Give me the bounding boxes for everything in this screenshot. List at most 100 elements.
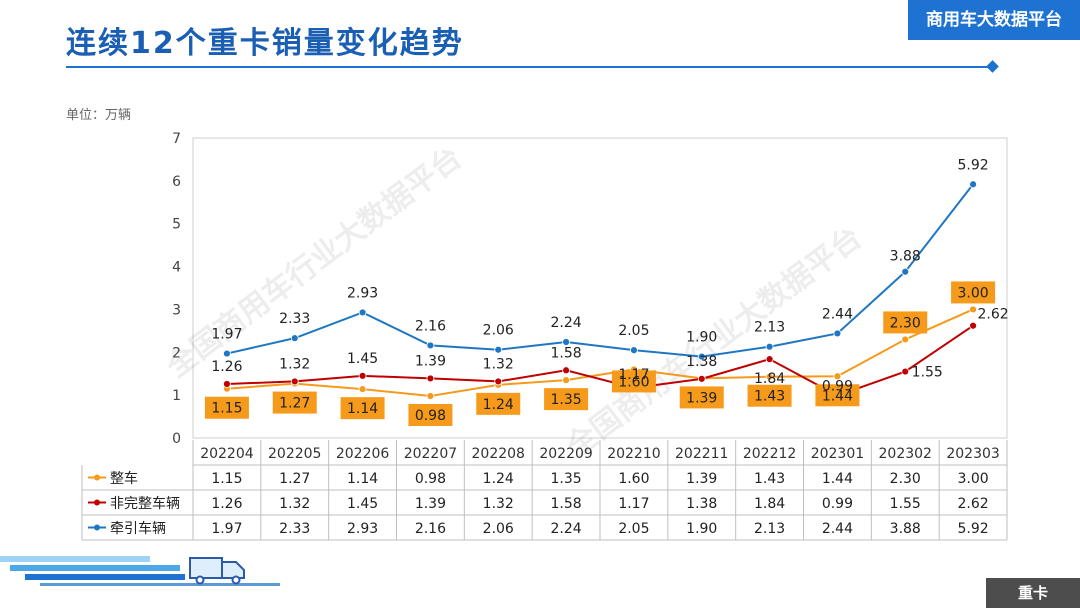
data-label-box: [883, 311, 928, 334]
data-label: 1.32: [279, 356, 310, 372]
data-label-box: [204, 396, 249, 419]
data-label-box: [340, 397, 385, 420]
y-tick-label: 2: [172, 345, 181, 361]
truck-icon: [189, 557, 245, 585]
table-cell-value: 2.06: [483, 521, 514, 537]
table-cell-value: 2.24: [550, 521, 581, 537]
data-label-box: [476, 392, 521, 415]
data-label: 1.60: [618, 374, 649, 390]
table-cell-value: 0.99: [822, 496, 853, 512]
data-point: [969, 180, 977, 189]
table-cell-value: 5.92: [957, 521, 988, 537]
data-label: 2.93: [347, 285, 378, 301]
data-label: 1.14: [347, 401, 378, 417]
legend-label: 整车: [110, 470, 138, 487]
data-point: [630, 346, 638, 355]
data-label: 1.43: [754, 389, 785, 405]
table-cell-value: 1.97: [211, 521, 242, 537]
data-label: 2.62: [977, 307, 1008, 323]
data-label: 1.45: [347, 351, 378, 367]
title-divider: [66, 66, 994, 68]
data-label: 1.38: [686, 354, 717, 370]
data-label: 1.32: [483, 356, 514, 372]
data-label: 2.05: [618, 323, 649, 339]
table-cell-value: 2.05: [618, 521, 649, 537]
data-point: [290, 334, 299, 343]
unit-label: 单位：万辆: [66, 108, 132, 123]
data-point: [426, 374, 435, 383]
data-point: [494, 377, 503, 386]
data-label: 2.44: [822, 306, 853, 322]
table-cell-value: 2.93: [347, 521, 378, 537]
data-label-box: [611, 370, 656, 393]
table-cell-value: 2.30: [890, 471, 921, 487]
table-cell-value: 1.24: [483, 471, 514, 487]
data-point: [358, 385, 367, 394]
data-label: 1.24: [483, 397, 514, 413]
data-label: 1.27: [279, 396, 310, 412]
y-tick-label: 4: [172, 260, 181, 276]
data-point: [833, 329, 842, 338]
x-tick-label: 202210: [607, 446, 660, 462]
data-label: 3.00: [957, 285, 988, 301]
table-cell-value: 1.45: [347, 496, 378, 512]
x-tick-label: 202205: [268, 446, 321, 462]
table-cell-value: 1.43: [754, 471, 785, 487]
page-title: 连续12个重卡销量变化趋势: [66, 26, 464, 61]
data-label: 1.17: [618, 367, 649, 383]
data-point: [358, 371, 367, 380]
data-label: 1.97: [211, 327, 242, 343]
data-label-box: [679, 386, 724, 409]
table-cell-value: 3.00: [957, 471, 988, 487]
table-cell-value: 3.88: [890, 521, 921, 537]
table-cell-value: 1.39: [686, 471, 717, 487]
data-point: [901, 335, 910, 344]
data-point: [697, 374, 706, 383]
data-point: [969, 321, 977, 330]
data-label: 1.39: [686, 390, 717, 406]
x-tick-label: 202206: [336, 446, 390, 462]
legend-marker: [94, 474, 100, 481]
y-tick-label: 3: [172, 302, 181, 318]
data-label: 0.99: [822, 379, 853, 395]
table-cell-value: 1.15: [211, 471, 242, 487]
table-cell-value: 1.32: [483, 496, 514, 512]
table-cell-value: 1.39: [415, 496, 446, 512]
legend-marker: [94, 524, 100, 531]
data-point: [562, 376, 570, 385]
legend-marker: [94, 499, 100, 506]
data-label: 1.84: [754, 371, 785, 387]
data-point: [290, 377, 299, 386]
x-tick-label: 202204: [200, 446, 254, 462]
series-line: [226, 183, 974, 358]
data-label: 3.88: [890, 249, 921, 265]
table-cell-value: 0.98: [415, 471, 446, 487]
table-cell-value: 1.32: [279, 496, 310, 512]
data-point: [765, 372, 774, 381]
x-tick-label: 202209: [539, 446, 592, 462]
data-point: [765, 342, 774, 351]
table-cell-value: 1.26: [211, 496, 242, 512]
series-line: [226, 308, 974, 398]
data-label: 1.26: [211, 359, 242, 375]
data-point: [358, 308, 367, 317]
y-tick-label: 7: [172, 131, 181, 147]
x-tick-label: 202212: [743, 446, 796, 462]
table-cell-value: 2.44: [822, 521, 853, 537]
legend-label: 牵引车辆: [110, 520, 166, 537]
data-point: [901, 267, 910, 276]
data-label: 1.58: [550, 345, 581, 361]
x-tick-label: 202208: [472, 446, 525, 462]
data-point: [426, 392, 435, 400]
data-label: 1.90: [686, 330, 717, 346]
table-cell-value: 1.38: [686, 496, 717, 512]
table-cell-value: 1.60: [618, 471, 649, 487]
data-label: 5.92: [957, 157, 988, 173]
table-cell-value: 2.13: [754, 521, 785, 537]
y-tick-label: 6: [172, 174, 181, 190]
truck-logo: [0, 556, 280, 586]
data-label: 1.39: [415, 353, 446, 369]
footer-category-tag: 重卡: [986, 578, 1080, 608]
data-label-box: [951, 281, 996, 304]
